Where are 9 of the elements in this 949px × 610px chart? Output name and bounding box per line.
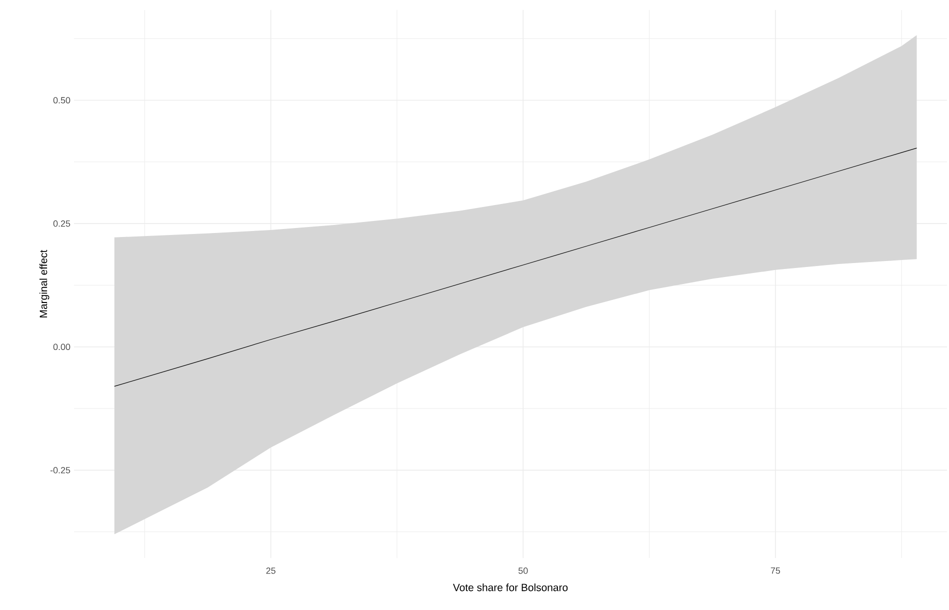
x-tick-label: 50 [518, 568, 528, 574]
x-axis-title: Vote share for Bolsonaro [452, 584, 568, 592]
y-axis-title: Marginal effect [39, 250, 50, 318]
y-tick-label: -0.25 [50, 467, 70, 474]
x-tick-label: 75 [770, 568, 780, 574]
y-tick-label: 0.50 [53, 97, 70, 104]
x-tick-label: 25 [266, 568, 276, 574]
y-tick-label: 0.00 [53, 344, 70, 350]
y-tick-label: 0.25 [53, 220, 70, 227]
